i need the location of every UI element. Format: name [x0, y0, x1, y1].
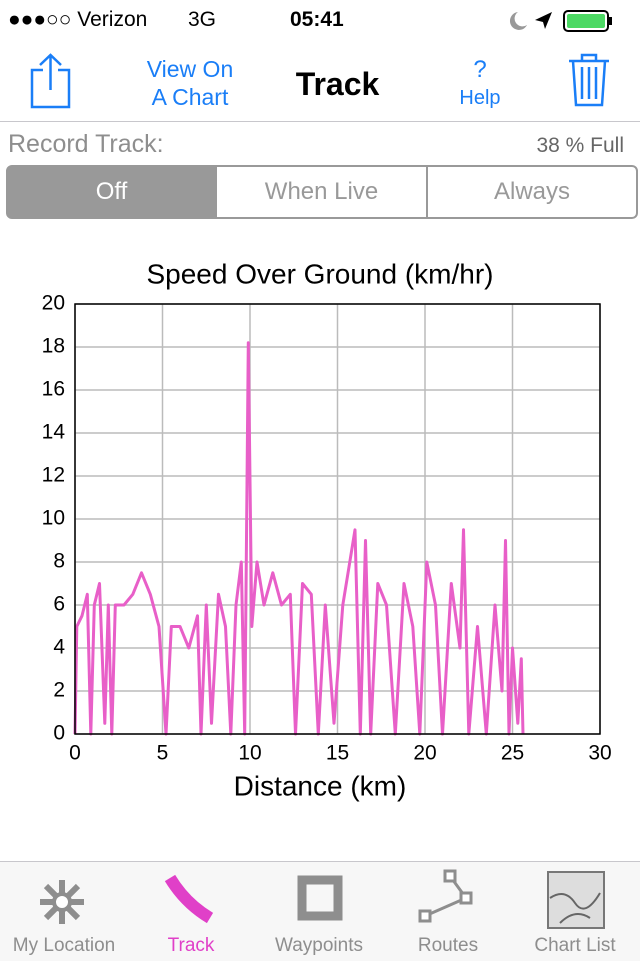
- record-label: Record Track:: [8, 130, 164, 158]
- segment-option[interactable]: Always: [426, 165, 638, 219]
- x-tick-label: 20: [413, 742, 436, 765]
- button-line: View On: [146, 56, 234, 82]
- y-tick-label: 18: [42, 335, 65, 358]
- network: 3G: [188, 8, 217, 31]
- y-tick-label: 2: [53, 679, 65, 702]
- y-tick-label: 6: [53, 593, 65, 616]
- battery: [563, 10, 609, 32]
- help-icon[interactable]: ?: [473, 56, 487, 83]
- x-tick-label: 5: [157, 742, 169, 765]
- y-tick-label: 8: [53, 550, 65, 573]
- my-location-icon[interactable]: [40, 880, 84, 924]
- tab-label[interactable]: Track: [167, 935, 215, 956]
- tab-icons: [40, 869, 605, 929]
- battery-tip: [609, 17, 612, 25]
- y-tick-label: 14: [42, 421, 66, 444]
- segment-option[interactable]: When Live: [215, 165, 428, 219]
- status-icons: [509, 10, 612, 32]
- time: 05:41: [290, 8, 344, 31]
- segment-option[interactable]: Off: [6, 165, 217, 219]
- x-tick-label: 15: [326, 742, 349, 765]
- button-line: A Chart: [151, 84, 229, 110]
- x-tick-label: 0: [69, 742, 81, 765]
- battery-level: [567, 14, 605, 28]
- share-button[interactable]: [28, 52, 78, 110]
- plot-border: [74, 303, 601, 735]
- y-tick-label: 10: [42, 507, 65, 530]
- speed-line: [73, 341, 525, 736]
- nav-title: Track: [295, 66, 380, 102]
- y-tick-label: 4: [53, 636, 65, 659]
- chart: Speed Over Ground (km/hr) Distance (km) …: [42, 258, 612, 801]
- tab-label[interactable]: Routes: [417, 935, 479, 956]
- chart-title: Speed Over Ground (km/hr): [146, 258, 493, 289]
- carrier: ●●●○○ Verizon: [8, 8, 148, 31]
- x-tick-label: 10: [238, 742, 261, 765]
- trash-button[interactable]: [566, 52, 612, 108]
- view-on-chart-button[interactable]: View On A Chart: [120, 55, 260, 111]
- capacity: 38 % Full: [536, 134, 624, 157]
- track-icon[interactable]: [164, 874, 214, 924]
- x-tick-label: 30: [588, 742, 611, 765]
- y-tick-label: 0: [53, 722, 65, 745]
- chart-list-icon[interactable]: [547, 871, 605, 929]
- routes-icon[interactable]: [418, 869, 473, 923]
- divider: [0, 121, 640, 122]
- tab-label[interactable]: Waypoints: [275, 935, 363, 956]
- tab-label[interactable]: My Location: [12, 935, 116, 956]
- y-tick-label: 16: [42, 378, 65, 401]
- help-label[interactable]: Help: [459, 87, 501, 109]
- moon-icon: [509, 12, 527, 30]
- x-tick-label: 25: [501, 742, 524, 765]
- waypoints-icon[interactable]: [297, 875, 343, 921]
- y-tick-label: 12: [42, 464, 65, 487]
- tab-label[interactable]: Chart List: [534, 935, 616, 956]
- y-tick-label: 20: [42, 292, 65, 315]
- x-axis-label: Distance (km): [234, 770, 407, 801]
- location-icon: [535, 12, 552, 29]
